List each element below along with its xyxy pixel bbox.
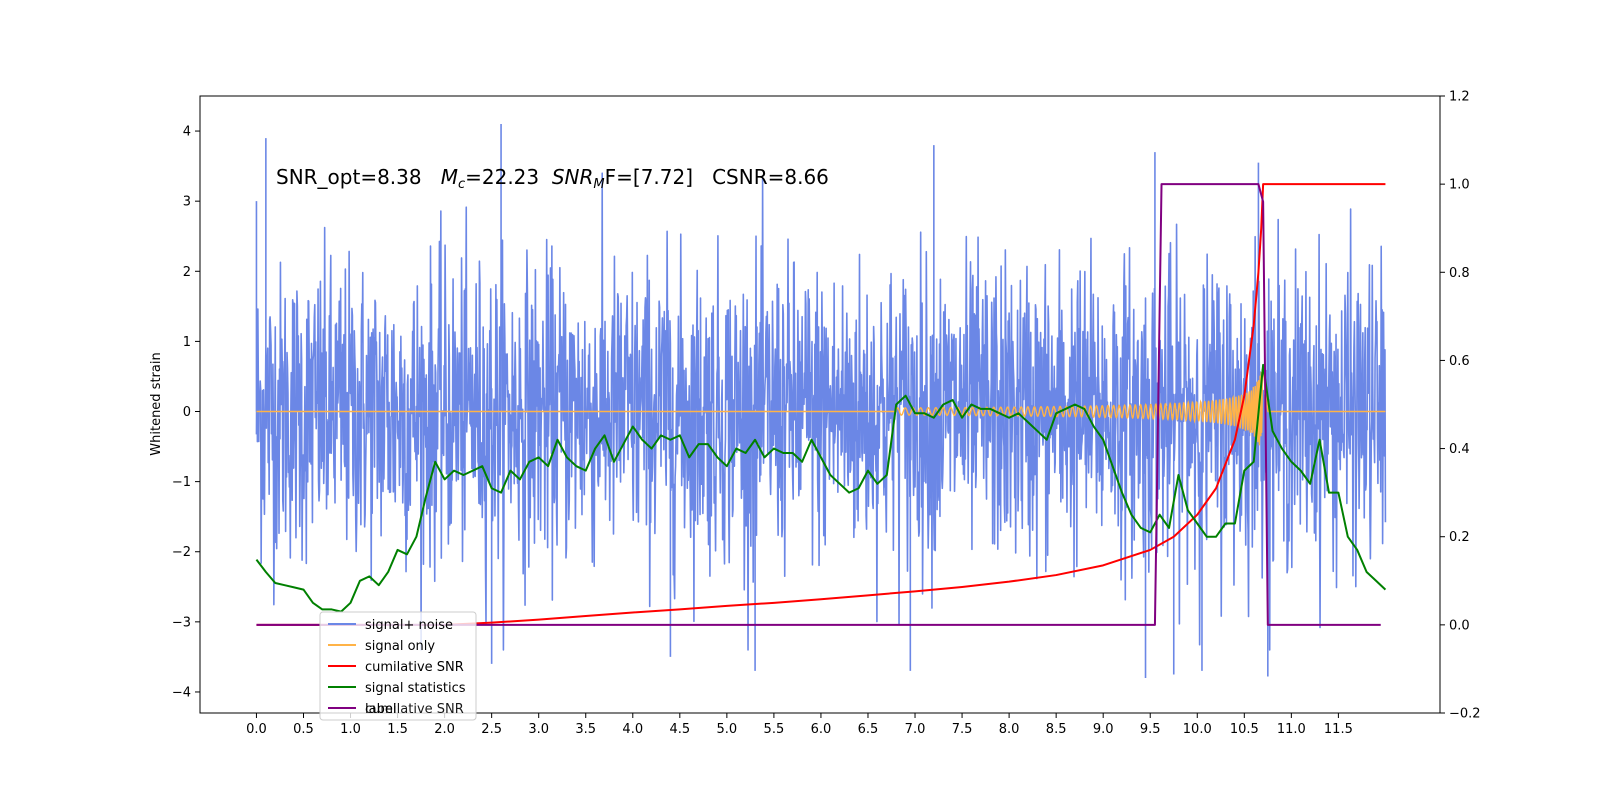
annotation-part-m: M bbox=[441, 165, 458, 189]
signal-statistics-line bbox=[255, 363, 1387, 613]
legend-label-cumulative-snr: cumilative SNR bbox=[365, 660, 464, 675]
x-tick-label: 11.5 bbox=[1324, 722, 1353, 737]
y-right-tick-label: 1.2 bbox=[1449, 90, 1470, 105]
legend-label-label: label bbox=[365, 702, 396, 717]
series-signal-noise bbox=[255, 124, 1387, 678]
y-right-tick-label: 0.2 bbox=[1449, 530, 1470, 545]
legend-ghost-label: cumilative SNR bbox=[365, 702, 464, 717]
series-signal-statistics bbox=[255, 363, 1387, 613]
x-tick-label: 2.0 bbox=[434, 722, 455, 737]
x-tick-label: 7.0 bbox=[905, 722, 926, 737]
annotation-part-mc-value: =22.23 bbox=[465, 165, 552, 189]
x-tick-label: 5.0 bbox=[717, 722, 738, 737]
x-tick-label: 0.0 bbox=[246, 722, 267, 737]
annotation-part-snr: SNR bbox=[552, 165, 594, 189]
series-label bbox=[256, 183, 1381, 626]
y-axis-left: −4 −3 −2 −1 0 1 2 3 4 bbox=[172, 125, 200, 700]
x-tick-label: 5.5 bbox=[764, 722, 785, 737]
legend-label-signal-only: signal only bbox=[365, 639, 435, 654]
legend: signal+ noise signal only cumilative SNR… bbox=[319, 611, 477, 721]
annotation-part-snr-sub: M bbox=[593, 177, 604, 192]
x-axis: 0.0 0.5 1.0 1.5 2.0 2.5 3.0 3.5 4.0 4.5 5.0 5.5 6.0 6… bbox=[246, 713, 1353, 737]
x-tick-label: 6.0 bbox=[811, 722, 832, 737]
x-tick-label: 3.5 bbox=[575, 722, 596, 737]
y-right-tick-label: 0.8 bbox=[1449, 266, 1470, 281]
y-left-tick-label: 2 bbox=[183, 265, 191, 280]
x-tick-label: 2.5 bbox=[481, 722, 502, 737]
legend-label-signal-noise: signal+ noise bbox=[365, 618, 453, 633]
signal-only-line bbox=[256, 368, 1386, 446]
y-right-tick-label: −0.2 bbox=[1449, 707, 1481, 722]
y-left-tick-label: 1 bbox=[183, 335, 191, 350]
y-left-tick-label: 0 bbox=[183, 405, 191, 420]
y-left-tick-label: 4 bbox=[183, 125, 191, 140]
annotation-text: SNR_opt=8.38 Mc=22.23 SNRMF=[7.72] CSNR=… bbox=[276, 165, 829, 192]
legend-label-signal-statistics: signal statistics bbox=[365, 681, 466, 696]
x-tick-label: 7.5 bbox=[952, 722, 973, 737]
x-tick-label: 1.5 bbox=[387, 722, 408, 737]
y-right-tick-label: 1.0 bbox=[1449, 178, 1470, 193]
y-left-tick-label: −3 bbox=[172, 615, 191, 630]
x-tick-label: 9.0 bbox=[1093, 722, 1114, 737]
y-left-tick-label: −1 bbox=[172, 475, 191, 490]
signal-noise-line bbox=[255, 124, 1387, 678]
y-left-tick-label: −4 bbox=[172, 685, 191, 700]
legend-box bbox=[319, 611, 477, 721]
label-line bbox=[256, 183, 1381, 626]
y-axis-label: Whitened strain bbox=[149, 352, 164, 455]
y-left-tick-label: 3 bbox=[183, 195, 191, 210]
x-tick-label: 8.5 bbox=[1046, 722, 1067, 737]
annotation-part-snrmf-value: F=[7.72] CSNR=8.66 bbox=[605, 165, 829, 189]
x-tick-label: 10.0 bbox=[1183, 722, 1212, 737]
y-axis-right: −0.2 0.0 0.2 0.4 0.6 0.8 1.0 1.2 bbox=[1440, 90, 1481, 722]
y-right-tick-label: 0.4 bbox=[1449, 442, 1470, 457]
y-right-tick-label: 0.0 bbox=[1449, 618, 1470, 633]
y-right-tick-label: 0.6 bbox=[1449, 354, 1470, 369]
x-tick-label: 4.0 bbox=[622, 722, 643, 737]
annotation-part-snr-opt: SNR_opt=8.38 bbox=[276, 165, 441, 189]
series-signal-only bbox=[256, 368, 1386, 446]
annotation-part-m-sub: c bbox=[458, 177, 465, 192]
x-tick-label: 10.5 bbox=[1230, 722, 1259, 737]
x-tick-label: 11.0 bbox=[1277, 722, 1306, 737]
y-left-tick-label: −2 bbox=[172, 545, 191, 560]
x-tick-label: 6.5 bbox=[858, 722, 879, 737]
plot-frame bbox=[199, 95, 1441, 714]
x-tick-label: 4.5 bbox=[669, 722, 690, 737]
x-tick-label: 0.5 bbox=[293, 722, 314, 737]
x-tick-label: 1.0 bbox=[340, 722, 361, 737]
x-tick-label: 8.0 bbox=[999, 722, 1020, 737]
x-tick-label: 3.0 bbox=[528, 722, 549, 737]
x-tick-label: 9.5 bbox=[1140, 722, 1161, 737]
